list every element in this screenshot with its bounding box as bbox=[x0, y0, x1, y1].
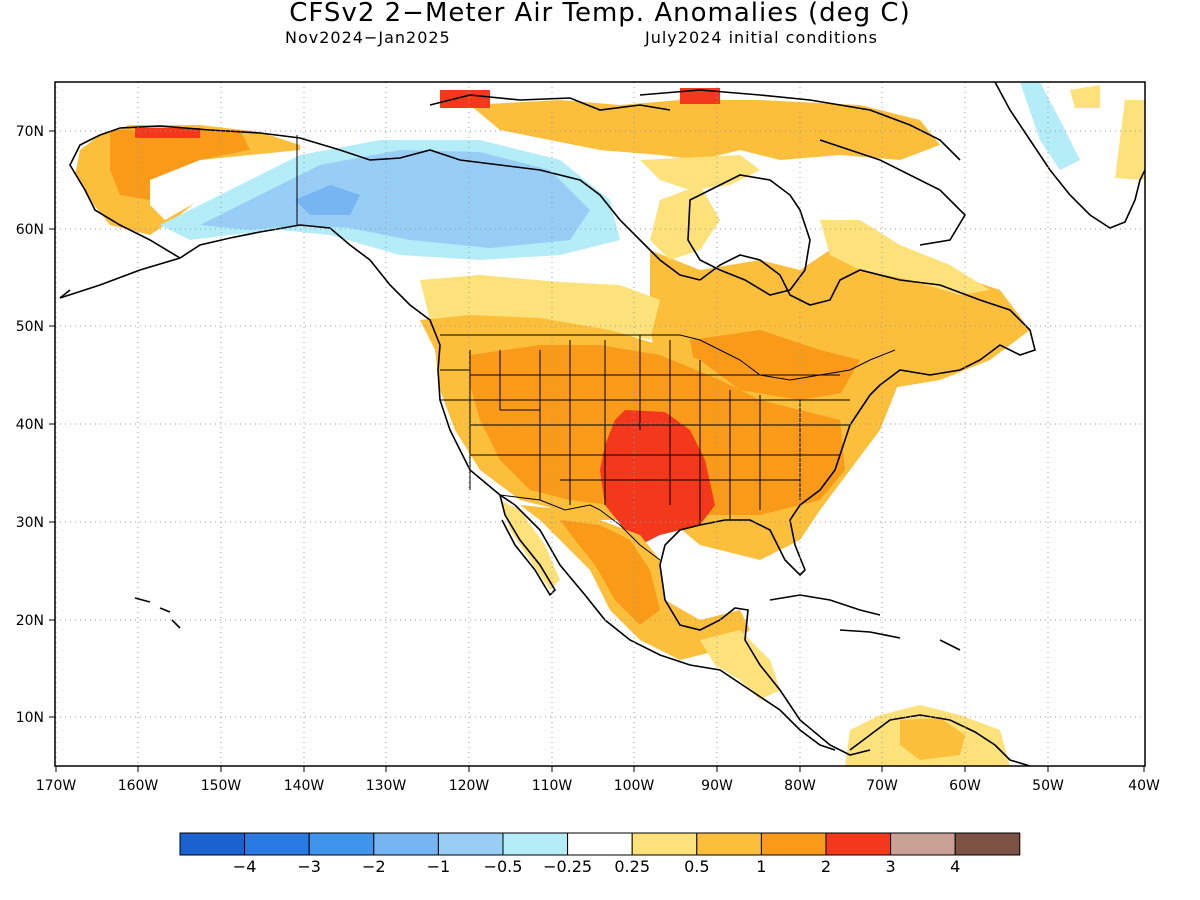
colorbar-label: −4 bbox=[233, 857, 257, 876]
lon-label: 100W bbox=[614, 778, 655, 794]
mexico-orange-area bbox=[560, 520, 660, 625]
lat-label: 40N bbox=[16, 417, 44, 433]
colorbar-swatch-pos2 bbox=[825, 832, 892, 856]
central-canada-light-yellow bbox=[420, 275, 660, 340]
lon-label: 160W bbox=[118, 778, 159, 794]
hawaii-outline bbox=[134, 597, 181, 629]
colorbar-swatch-neg4 bbox=[179, 832, 246, 856]
lat-label: 10N bbox=[16, 710, 44, 726]
arctic-islands-light-yellow bbox=[640, 155, 760, 190]
chart-title: CFSv2 2−Meter Air Temp. Anomalies (deg C… bbox=[289, 0, 911, 28]
arctic-red-patch-2 bbox=[680, 88, 720, 104]
colorbar-swatch-pos4 bbox=[954, 832, 1021, 856]
lon-label: 150W bbox=[201, 778, 242, 794]
south-america-orange-patch bbox=[900, 718, 965, 760]
greenland-outline bbox=[994, 82, 1145, 229]
arctic-red-patch-1 bbox=[440, 90, 490, 108]
us-state-lines bbox=[440, 335, 850, 525]
lat-label: 20N bbox=[16, 613, 44, 629]
greenland-light-yellow bbox=[1070, 85, 1145, 180]
colorbar-swatch-pos3 bbox=[890, 832, 956, 856]
forecast-period: Nov2024−Jan2025 bbox=[285, 28, 451, 47]
southern-plains-red-area bbox=[600, 410, 715, 545]
tick-marks bbox=[49, 130, 1145, 772]
arctic-islands-warm-area bbox=[470, 100, 940, 160]
colorbar-swatch-pos1 bbox=[760, 832, 827, 856]
political-borders bbox=[296, 135, 896, 561]
alaska-white-band bbox=[150, 150, 300, 220]
arctic-islands-outline bbox=[429, 89, 967, 246]
colorbar-swatch-neutral bbox=[567, 832, 633, 856]
lon-label: 90W bbox=[701, 778, 733, 794]
baja-outline bbox=[499, 494, 557, 597]
colorbar-swatch-pos05 bbox=[696, 832, 762, 856]
lat-label: 50N bbox=[16, 319, 44, 335]
graticule bbox=[55, 82, 1145, 766]
hudson-bay-coastline bbox=[687, 174, 811, 296]
caribbean-islands-outline bbox=[769, 594, 961, 651]
colorbar: −4 −3 −2 −1 −0.5 −0.25 0.25 0.5 1 2 3 4 bbox=[179, 832, 1021, 876]
colorbar-swatch-pos025 bbox=[631, 832, 698, 856]
lon-label: 80W bbox=[784, 778, 816, 794]
lon-label: 170W bbox=[36, 778, 77, 794]
colorbar-label: 4 bbox=[950, 857, 960, 876]
lon-label: 130W bbox=[366, 778, 407, 794]
colorbar-label: −0.5 bbox=[484, 857, 523, 876]
colorbar-label: 0.5 bbox=[684, 857, 709, 876]
latitude-labels: 70N 60N 50N 40N 30N 20N 10N bbox=[16, 124, 44, 726]
initial-conditions: July2024 initial conditions bbox=[645, 28, 878, 47]
us-mexico-border bbox=[499, 494, 661, 561]
lon-label: 140W bbox=[284, 778, 325, 794]
lat-label: 30N bbox=[16, 515, 44, 531]
colorbar-swatch-neg05 bbox=[437, 832, 504, 856]
lon-label: 40W bbox=[1128, 778, 1160, 794]
colorbar-label: −0.25 bbox=[543, 857, 592, 876]
colorbar-label: −3 bbox=[297, 857, 321, 876]
colorbar-label: 3 bbox=[886, 857, 896, 876]
colorbar-label: −2 bbox=[362, 857, 386, 876]
lon-label: 60W bbox=[949, 778, 981, 794]
eastern-canada-light-yellow bbox=[820, 220, 990, 295]
colorbar-label: 2 bbox=[821, 857, 831, 876]
lon-label: 70W bbox=[866, 778, 898, 794]
nw-canada-mid-blue-patch bbox=[295, 185, 360, 215]
alaska-coastline bbox=[59, 125, 516, 506]
arctic-canada-coastline bbox=[299, 137, 1036, 396]
lat-label: 60N bbox=[16, 222, 44, 238]
colorbar-swatch-neg025 bbox=[502, 832, 569, 856]
lon-label: 110W bbox=[532, 778, 573, 794]
colorbar-label: 0.25 bbox=[614, 857, 650, 876]
colorbar-swatch-neg3 bbox=[244, 832, 310, 856]
greenland-light-blue bbox=[1020, 82, 1080, 170]
colorbar-swatch-neg2 bbox=[308, 832, 375, 856]
alaska-orange-area bbox=[110, 130, 250, 200]
colorbar-swatch-neg1 bbox=[373, 832, 439, 856]
lon-label: 120W bbox=[449, 778, 490, 794]
lat-label: 70N bbox=[16, 124, 44, 140]
mexico-pacific-coastline bbox=[514, 504, 836, 751]
anomaly-field bbox=[75, 82, 1145, 766]
colorbar-label: 1 bbox=[756, 857, 766, 876]
alaska-red-patch bbox=[135, 128, 200, 138]
quebec-light-yellow bbox=[650, 185, 720, 260]
lon-label: 50W bbox=[1032, 778, 1064, 794]
colorbar-label: −1 bbox=[427, 857, 451, 876]
longitude-labels: 170W 160W 150W 140W 130W 120W 110W 100W … bbox=[36, 778, 1160, 794]
south-america-coastline bbox=[849, 714, 1031, 766]
central-america-light-yellow bbox=[700, 630, 780, 700]
